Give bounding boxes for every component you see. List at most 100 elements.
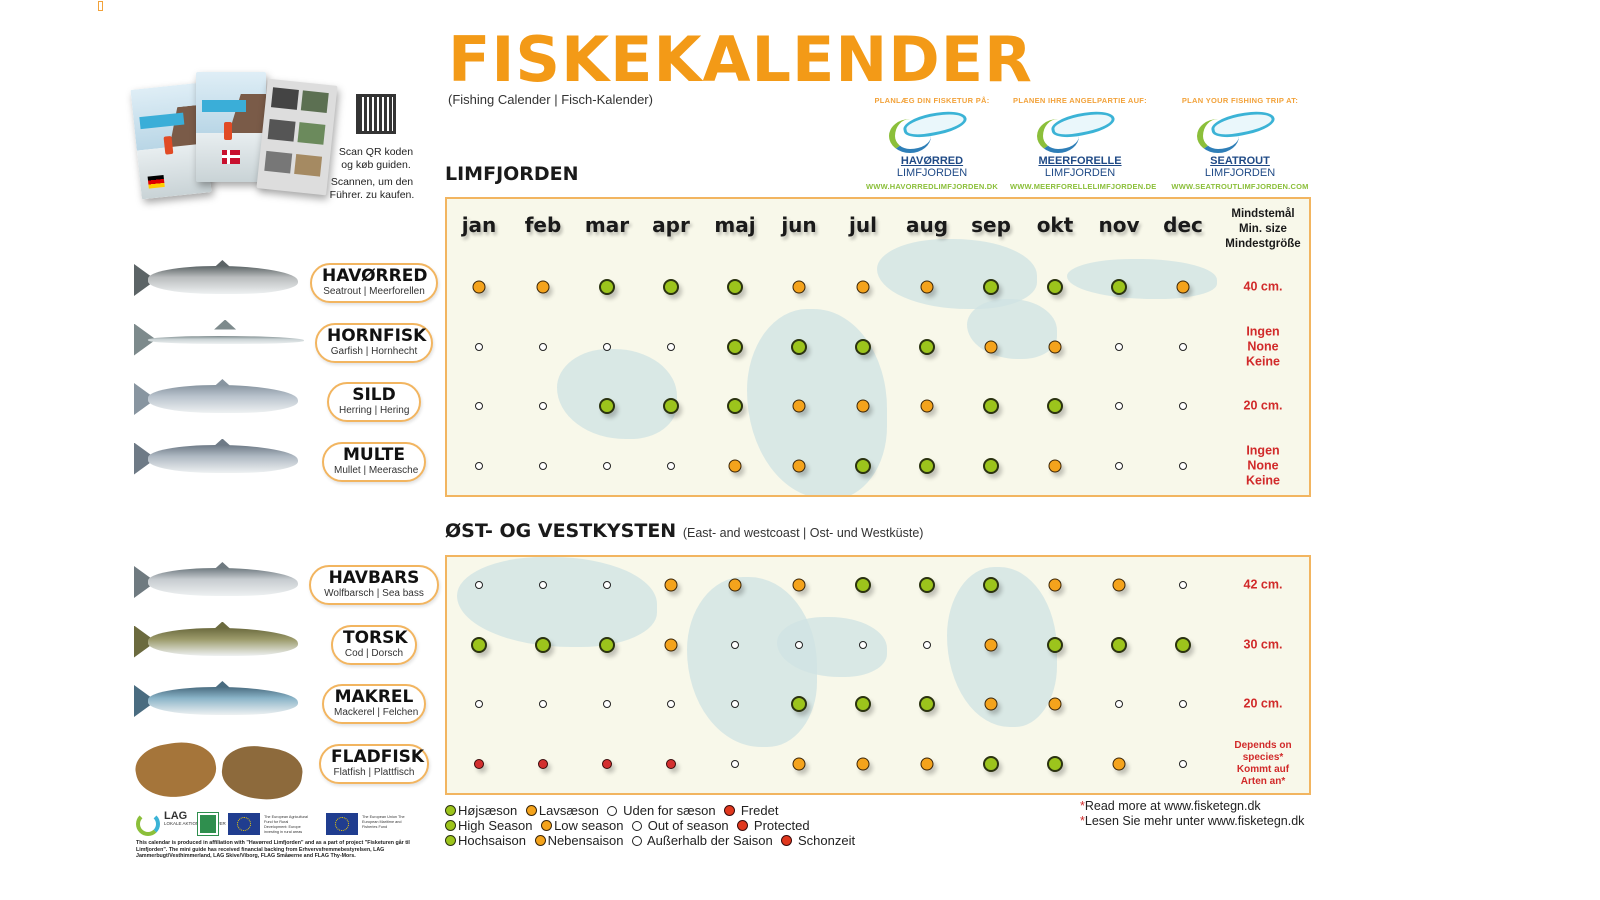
month-feb: feb: [524, 213, 562, 237]
protected-dot-icon: [666, 758, 676, 769]
limfjord-map-shape: [967, 299, 1057, 359]
high-season-dot-icon: [791, 338, 807, 355]
limfjord-map-shape: [457, 557, 657, 647]
promo-sub: LIMFJORDEN: [1204, 167, 1276, 179]
low-season-icon: [541, 820, 553, 831]
limfjord-map-shape: [557, 349, 677, 439]
species-label-sild: SILD Herring | Hering: [327, 382, 421, 422]
species-label-torsk: TORSK Cod | Dorsch: [331, 624, 417, 665]
promo-heading: PLANLÆG DIN FISKETUR PÅ:: [874, 96, 990, 105]
legend-de: Hochsaison Nebensaison Außerhalb der Sai…: [445, 833, 860, 848]
lag-logo-icon: [136, 812, 160, 836]
high-season-dot-icon: [1047, 755, 1063, 772]
high-season-dot-icon: [471, 636, 487, 653]
high-season-dot-icon: [599, 279, 615, 295]
corner-mark: [98, 1, 103, 11]
fish-illustration-sild: [134, 379, 306, 419]
species-label-havbars: HAVBARS Wolfbarsch | Sea bass: [309, 565, 439, 605]
high-season-dot-icon: [855, 577, 871, 593]
low-season-dot-icon: [856, 399, 870, 413]
min-size-value: Ingen None Keine: [1245, 324, 1281, 368]
promo-url-link[interactable]: WWW.MEERFORELLELIMFJORDEN.DE: [1010, 182, 1157, 191]
month-sep: sep: [971, 213, 1011, 237]
high-season-dot-icon: [727, 398, 743, 414]
page-subtitle: (Fishing Calender | Fisch-Kalender): [448, 92, 653, 107]
low-season-dot-icon: [856, 757, 870, 770]
promo-3[interactable]: PLAN YOUR FISHING TRIP AT: SEATROUT LIMFJO…: [1170, 96, 1310, 191]
out-of-season-dot-icon: [667, 700, 675, 708]
species-translation: Herring | Hering: [339, 405, 410, 416]
low-season-dot-icon: [664, 578, 678, 592]
species-label-hornfisk: HORNFISK Garfish | Hornhecht: [315, 322, 433, 363]
low-season-dot-icon: [792, 459, 806, 472]
high-season-dot-icon: [727, 338, 743, 355]
promo-2[interactable]: PLANEN IHRE ANGELPARTIE AUF: MEERFORELLE L…: [1010, 96, 1157, 191]
high-season-dot-icon: [983, 279, 999, 295]
seatrout-logo-icon: [1035, 106, 1125, 155]
high-season-icon: [445, 805, 456, 816]
out-of-season-dot-icon: [603, 342, 611, 351]
seatrout-logo-icon: [1195, 106, 1285, 155]
out-of-season-dot-icon: [539, 581, 547, 589]
low-season-dot-icon: [536, 280, 550, 294]
species-translation: Garfish | Hornhecht: [330, 345, 418, 357]
high-season-dot-icon: [1047, 636, 1063, 653]
protected-icon: [724, 805, 736, 816]
qr-caption-da: Scan QR koden og køb guiden.: [338, 146, 414, 171]
low-season-dot-icon: [728, 459, 742, 472]
min-size-value: Depends on species* Kommt auf Arten an*: [1234, 739, 1292, 787]
high-season-dot-icon: [855, 696, 871, 712]
out-of-season-icon: [632, 836, 643, 846]
promo-1[interactable]: PLANLÆG DIN FISKETUR PÅ: HAVØRRED LIMFJORD…: [862, 96, 1002, 191]
promo-heading: PLAN YOUR FISHING TRIP AT:: [1181, 96, 1299, 105]
month-mar: mar: [584, 213, 630, 237]
min-size-value: 20 cm.: [1243, 398, 1283, 413]
species-name: HAVBARS: [328, 568, 420, 588]
species-name: HORNFISK: [327, 325, 427, 346]
high-season-dot-icon: [919, 338, 935, 355]
species-label-multe: MULTE Mullet | Meerasche: [322, 441, 426, 482]
danish-flag-icon: [222, 150, 240, 164]
low-season-dot-icon: [1048, 459, 1062, 472]
high-season-dot-icon: [791, 696, 807, 712]
legend-da: Højsæson Lavsæson Uden for sæson Fredet: [445, 803, 860, 818]
low-season-dot-icon: [1112, 757, 1126, 770]
out-of-season-dot-icon: [539, 461, 547, 470]
low-season-icon: [534, 835, 546, 846]
low-season-dot-icon: [920, 399, 934, 413]
limfjord-map-shape: [1067, 259, 1217, 299]
out-of-season-dot-icon: [475, 581, 483, 589]
promo-name: MEERFORELLE: [1038, 155, 1122, 167]
out-of-season-dot-icon: [1179, 402, 1187, 410]
high-season-icon: [445, 835, 456, 846]
high-season-dot-icon: [1047, 279, 1063, 295]
footnote-en-link[interactable]: Read more at www.fisketegn.dk: [1084, 799, 1261, 813]
low-season-dot-icon: [792, 399, 806, 413]
section-title: LIMFJORDEN: [445, 163, 579, 185]
promo-url-link[interactable]: WWW.HAVORREDLIMFJORDEN.DK: [866, 182, 998, 191]
eu-flag-icon: [326, 813, 358, 835]
high-season-dot-icon: [535, 636, 551, 653]
out-of-season-dot-icon: [795, 640, 803, 649]
out-of-season-dot-icon: [1115, 700, 1123, 708]
out-of-season-dot-icon: [475, 342, 483, 351]
german-flag-icon: [147, 174, 165, 189]
guide-booklet-dk: [196, 72, 266, 182]
minsize-header: Mindstemål Min. size Mindestgröße: [1225, 208, 1301, 250]
out-of-season-dot-icon: [603, 700, 611, 708]
high-season-dot-icon: [983, 457, 999, 474]
low-season-dot-icon: [792, 280, 806, 294]
out-of-season-dot-icon: [475, 402, 483, 410]
qr-code-icon[interactable]: [356, 94, 396, 134]
low-season-dot-icon: [792, 578, 806, 592]
out-of-season-dot-icon: [1115, 402, 1123, 410]
month-aug: aug: [905, 213, 949, 237]
species-label-havørred: HAVØRRED Seatrout | Meerforellen: [310, 263, 438, 303]
high-season-dot-icon: [1175, 636, 1191, 653]
month-apr: apr: [652, 213, 690, 237]
low-season-dot-icon: [920, 280, 934, 294]
footnote-de-link[interactable]: Lesen Sie mehr unter www.fisketegn.dk: [1084, 814, 1305, 828]
promo-url-link[interactable]: WWW.SEATROUTLIMFJORDEN.COM: [1171, 182, 1309, 191]
section-title: ØST- OG VESTKYSTEN (East- and westcoast …: [445, 520, 924, 542]
low-season-dot-icon: [984, 638, 998, 651]
